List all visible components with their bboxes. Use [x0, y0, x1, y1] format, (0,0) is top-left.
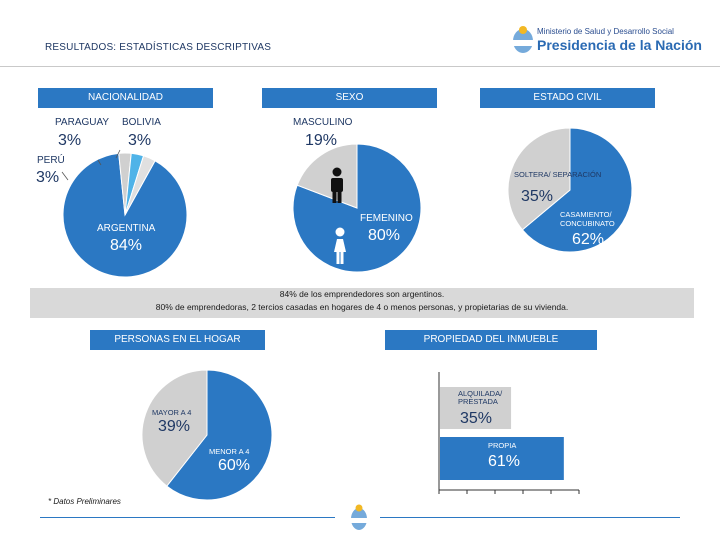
government-logo [510, 24, 680, 54]
value-soltera: 35% [521, 188, 554, 205]
value-menor: 60% [218, 457, 251, 474]
label-mayor: MAYOR A 4 [152, 408, 192, 417]
footer-emblem-icon [351, 504, 367, 530]
value-mayor: 39% [158, 418, 191, 435]
leader-line-paraguay [97, 159, 102, 166]
label-peru: PERÚ [37, 155, 65, 166]
pie-slice-casamiento-concubinato [521, 127, 633, 253]
value-casamiento: 62% [572, 231, 605, 248]
value-propia: 61% [488, 453, 521, 470]
pie-slice-bolivia [124, 155, 156, 216]
label-bolivia: BOLIVIA [122, 117, 161, 128]
banner-personas-hogar: PERSONAS EN EL HOGAR [90, 330, 265, 350]
pie-slice-menor-a-4 [166, 369, 273, 501]
female-icon [334, 227, 346, 264]
pie-slice-mayor-a-4 [141, 369, 208, 487]
male-icon [331, 167, 343, 203]
value-masculino: 19% [305, 132, 338, 149]
label-alquilada: ALQUILADA/ PRESTADA [458, 389, 503, 406]
summary-note: 84% de los emprendedores son argentinos.… [30, 288, 694, 318]
label-argentina: ARGENTINA [97, 223, 156, 234]
bar-propia [440, 437, 564, 480]
pie-estado-civil [507, 127, 633, 253]
bar-alquilada-prestada [440, 387, 512, 429]
summary-line-1: 84% de los emprendedores son argentinos. [279, 289, 445, 299]
pie-slice-masculino [296, 143, 358, 209]
banner-propiedad: PROPIEDAD DEL INMUEBLE [385, 330, 597, 350]
value-argentina: 84% [110, 237, 143, 254]
label-femenino: FEMENINO [360, 213, 413, 224]
label-menor: MENOR A 4 [209, 447, 250, 456]
leader-line-peru [61, 171, 69, 181]
banner-sexo: SEXO [262, 88, 437, 108]
footer-line-right [380, 517, 680, 518]
presidencia-name: Presidencia de la Nación [537, 37, 702, 53]
value-alquilada: 35% [460, 410, 493, 427]
pie-slice-argentina [62, 152, 188, 278]
label-paraguay: PARAGUAY [55, 117, 110, 128]
banner-estado-civil: ESTADO CIVIL [480, 88, 655, 108]
footer-line-left [40, 517, 335, 518]
coat-of-arms-icon [513, 26, 533, 53]
label-propia: PROPIA [488, 441, 517, 450]
banner-nacionalidad: NACIONALIDAD [38, 88, 213, 108]
pie-personas-hogar [141, 369, 273, 501]
summary-line-2: 80% de emprendedoras, 2 tercios casadas … [155, 302, 569, 312]
value-peru: 3% [36, 169, 60, 186]
pie-sexo [292, 143, 422, 273]
ministry-name: Ministerio de Salud y Desarrollo Social [537, 27, 674, 36]
page-title: RESULTADOS: ESTADÍSTICAS DESCRIPTIVAS [45, 42, 272, 53]
value-femenino: 80% [368, 227, 401, 244]
value-paraguay: 3% [58, 132, 82, 149]
value-bolivia: 3% [128, 132, 152, 149]
pie-nacionalidad [62, 152, 188, 278]
footnote: * Datos Preliminares [48, 497, 121, 506]
label-casamiento: CASAMIENTO/ CONCUBINATO [560, 210, 615, 228]
label-masculino: MASCULINO [293, 117, 353, 128]
bar-propiedad [438, 372, 580, 494]
label-soltera: SOLTERA/ SEPARACIÓN [514, 170, 602, 179]
header-divider [0, 66, 720, 67]
pie-slice-soltera-separaci-n [507, 127, 571, 231]
leader-line-bolivia [115, 149, 121, 159]
